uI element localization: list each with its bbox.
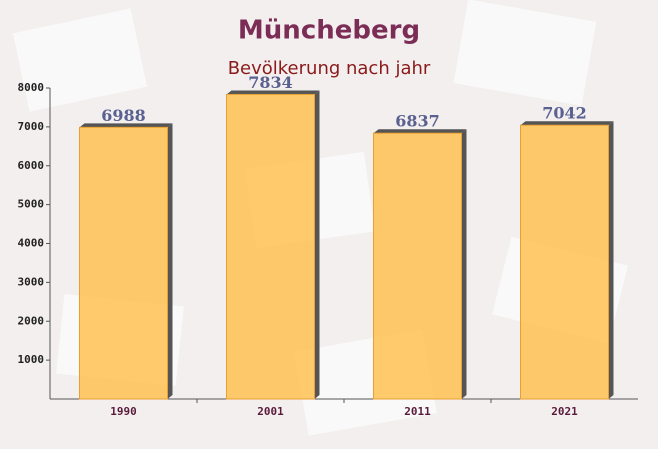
bar-shadow [608, 121, 614, 399]
value-label: 6837 [395, 112, 440, 131]
bar-shadow [373, 129, 467, 134]
bar [79, 126, 168, 400]
bar-shadow [461, 129, 467, 400]
value-label: 7834 [248, 73, 293, 92]
x-tick-label: 2021 [551, 405, 578, 418]
x-tick-label: 2011 [404, 405, 431, 418]
bar [373, 132, 462, 400]
x-tick-label: 1990 [110, 405, 137, 418]
y-tick-label: 1000 [18, 353, 45, 366]
bar-shadow [314, 90, 320, 399]
y-tick-label: 8000 [18, 81, 45, 94]
y-tick-label: 6000 [18, 159, 45, 172]
bar [226, 93, 315, 400]
value-label: 6988 [101, 106, 146, 125]
bar [520, 124, 609, 400]
y-tick-label: 3000 [18, 275, 45, 288]
y-tick-label: 7000 [18, 120, 45, 133]
x-tick-label: 2001 [257, 405, 284, 418]
chart-title: Müncheberg [238, 16, 420, 46]
bar-shadow [79, 123, 173, 128]
y-tick-label: 5000 [18, 198, 45, 211]
y-tick-label: 2000 [18, 314, 45, 327]
bar-shadow [226, 90, 320, 95]
value-label: 7042 [542, 104, 587, 123]
bar-shadow [520, 121, 614, 126]
chart-subtitle: Bevölkerung nach jahr [228, 58, 431, 79]
bar-shadow [167, 123, 173, 400]
y-tick-label: 4000 [18, 237, 45, 250]
